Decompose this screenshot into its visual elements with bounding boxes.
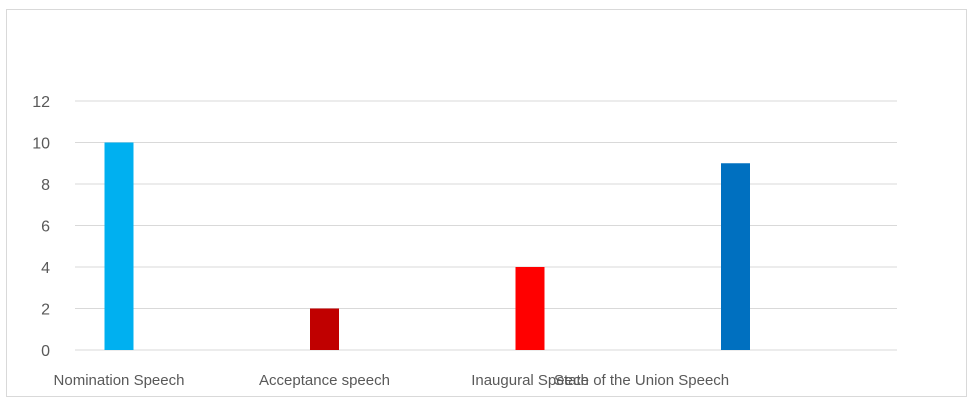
y-tick-label: 4	[41, 260, 50, 277]
y-tick-label: 10	[32, 136, 50, 153]
x-category-label: Nomination Speech	[54, 372, 185, 389]
bar	[721, 163, 750, 350]
x-category-label: State of the Union Speech	[554, 372, 729, 389]
y-tick-label: 6	[41, 219, 50, 236]
bar	[310, 308, 339, 350]
bar	[515, 267, 545, 350]
y-tick-label: 12	[32, 94, 50, 111]
y-tick-label: 2	[41, 302, 50, 319]
bars	[104, 142, 750, 350]
bar	[104, 142, 134, 350]
x-category-label: Acceptance speech	[259, 372, 390, 389]
chart-area	[6, 9, 967, 397]
y-tick-label: 0	[41, 343, 50, 360]
x-axis-category-labels: Nomination Speech Acceptance speech Inaugu…	[54, 372, 730, 389]
gridlines	[75, 100, 897, 351]
y-tick-label: 8	[41, 177, 50, 194]
y-axis-tick-labels: 0 2 4 6 8 10 12	[32, 94, 50, 360]
x-category-label: Inaugural Speech	[471, 372, 589, 389]
